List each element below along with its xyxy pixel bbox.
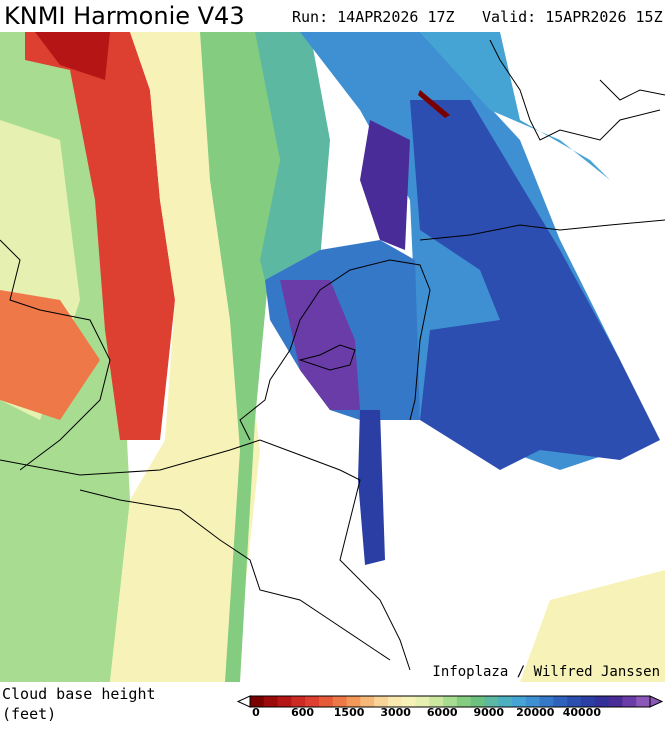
colorbar-label: 3000	[380, 706, 411, 719]
colorbar-arrow-left	[236, 695, 251, 708]
colorbar-swatch	[581, 696, 596, 707]
colorbar-swatch	[429, 696, 444, 707]
legend-title: Cloud base height	[2, 685, 156, 703]
valid-time: Valid: 15APR2026 15Z	[482, 8, 663, 26]
colorbar-swatch	[332, 696, 348, 707]
colorbar-label: 6000	[427, 706, 458, 719]
colorbar-label: 20000	[516, 706, 555, 719]
colorbar: 0 600 1500 3000 6000 9000 20000 40000	[236, 695, 664, 719]
run-time: Run: 14APR2026 17Z	[292, 8, 455, 26]
colorbar-swatch	[318, 696, 334, 707]
title: KNMI Harmonie V43	[4, 2, 245, 30]
credit: Infoplaza / Wilfred Janssen	[432, 664, 660, 680]
colorbar-swatch	[401, 696, 417, 707]
colorbar-swatch	[443, 696, 458, 707]
legend-unit: (feet)	[2, 705, 56, 723]
colorbar-swatch	[415, 696, 430, 707]
colorbar-swatch	[374, 696, 389, 707]
colorbar-swatch	[456, 696, 472, 707]
map	[0, 32, 665, 682]
colorbar-swatch	[553, 696, 568, 707]
colorbar-frame	[249, 695, 651, 708]
colorbar-swatch	[484, 696, 499, 707]
colorbar-swatch	[498, 696, 513, 707]
colorbar-swatch	[346, 696, 361, 707]
colorbar-swatch	[470, 696, 485, 707]
colorbar-arrow-right	[649, 695, 664, 708]
colorbar-swatch	[360, 696, 375, 707]
colorbar-swatch	[594, 696, 610, 707]
colorbar-swatch	[291, 696, 306, 707]
colorbar-label: 1500	[334, 706, 365, 719]
colorbar-swatch	[263, 696, 279, 707]
colorbar-swatch	[250, 696, 265, 707]
colorbar-label: 9000	[473, 706, 504, 719]
colorbar-label: 600	[291, 706, 314, 719]
colorbar-swatch	[277, 696, 292, 707]
colorbar-swatch	[525, 696, 541, 707]
colorbar-swatch	[305, 696, 320, 707]
colorbar-swatch	[622, 696, 637, 707]
colorbar-swatch	[608, 696, 623, 707]
colorbar-swatch	[512, 696, 527, 707]
colorbar-swatch	[636, 696, 651, 707]
colorbar-swatch	[387, 696, 403, 707]
colorbar-swatch	[567, 696, 582, 707]
colorbar-label: 0	[252, 706, 260, 719]
colorbar-swatch	[539, 696, 554, 707]
colorbar-label: 40000	[563, 706, 602, 719]
